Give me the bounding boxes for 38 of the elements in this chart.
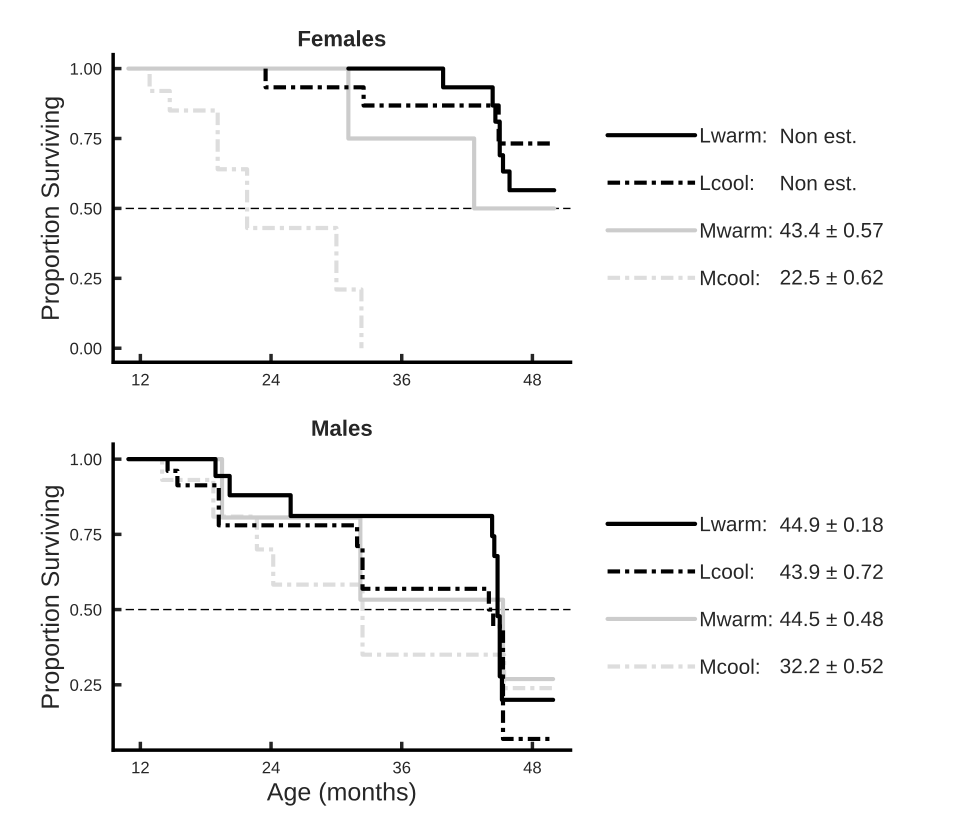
legend-label: Mcool: (700, 270, 759, 286)
text: 22.5 ± 0.62 (780, 270, 883, 285)
x-tick-label: 48 (524, 762, 541, 774)
y-axis-title: Proportion Surviving (40, 97, 64, 319)
text: 43.9 ± 0.72 (780, 564, 883, 580)
y-tick-label: 0.50 (70, 202, 102, 215)
text: 44.5 ± 0.48 (780, 611, 883, 626)
y-axis-title: Proportion Surviving (40, 486, 64, 708)
text: 44.9 ± 0.18 (780, 517, 883, 532)
x-tick-label: 36 (393, 374, 410, 386)
chart-title: Females (298, 30, 386, 46)
x-tick-label: 12 (132, 374, 149, 386)
chart-title: Males (312, 420, 372, 436)
legend-label: Mwarm: (700, 612, 772, 626)
x-tick-label: 36 (393, 762, 410, 774)
x-tick-label: 24 (262, 374, 280, 386)
y-tick-label: 0.50 (70, 604, 102, 616)
text: Non est. (781, 128, 856, 144)
y-tick-label: 0.75 (70, 528, 102, 541)
y-tick-label: 1.00 (70, 62, 102, 75)
x-axis-title: Age (months) (266, 782, 416, 806)
legend-label: Lcool: (700, 564, 753, 579)
x-tick-label: 12 (132, 762, 149, 774)
y-tick-label: 0.00 (70, 342, 102, 354)
y-tick-label: 0.25 (70, 679, 102, 691)
y-tick-label: 0.25 (70, 272, 102, 285)
text: Non est. (781, 176, 856, 190)
y-tick-label: 1.00 (70, 454, 102, 466)
legend-label: Mcool: (700, 658, 759, 674)
legend-label: Mwarm: (700, 223, 772, 238)
x-tick-label: 24 (262, 762, 280, 774)
y-tick-label: 0.75 (70, 132, 102, 145)
legend-label: Lwarm: (700, 128, 766, 143)
legend-label: Lwarm: (700, 516, 766, 532)
x-tick-label: 48 (524, 374, 541, 386)
text: 43.4 ± 0.57 (780, 222, 883, 238)
text: 32.2 ± 0.52 (780, 658, 883, 674)
legend-label: Lcool: (700, 174, 753, 190)
